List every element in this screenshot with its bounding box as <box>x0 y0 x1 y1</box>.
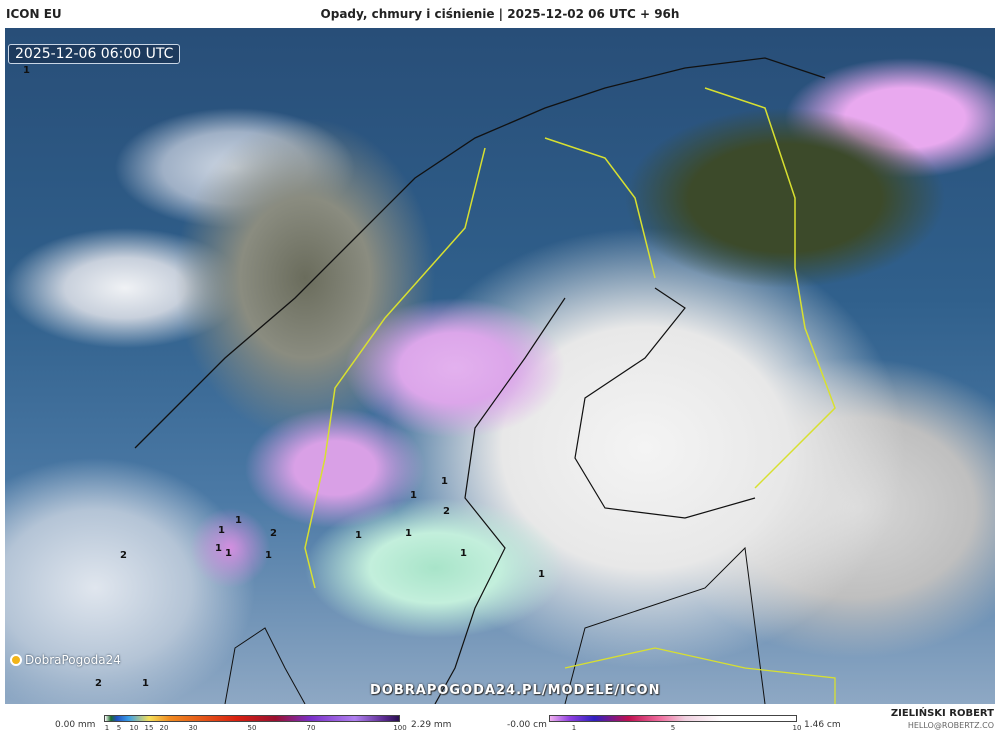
precip-tick: 20 <box>159 724 169 732</box>
pressure-label: 1 <box>23 65 30 76</box>
snow-color-scale <box>549 715 797 722</box>
map-title: Opady, chmury i ciśnienie | 2025-12-02 0… <box>320 7 680 21</box>
logo-text: DobraPogoda24 <box>25 653 121 667</box>
precip-tick: 70 <box>306 724 316 732</box>
author-email: HELLO@ROBERTZ.CO <box>907 721 994 730</box>
pressure-label: 1 <box>225 548 232 559</box>
pressure-label: 2 <box>270 528 277 539</box>
pressure-label: 1 <box>265 550 272 561</box>
author-name: ZIELIŃSKI ROBERT <box>890 708 994 719</box>
pressure-label: 1 <box>235 515 242 526</box>
pressure-label: 1 <box>215 543 222 554</box>
precip-tick: 5 <box>116 724 122 732</box>
snow-min-label: -0.00 cm <box>507 720 547 730</box>
precip-tick: 100 <box>393 724 407 732</box>
pressure-label: 1 <box>355 530 362 541</box>
pressure-label: 1 <box>142 678 149 689</box>
watermark: DOBRAPOGODA24.PL/MODELE/ICON <box>370 683 661 698</box>
pressure-label: 1 <box>410 490 417 501</box>
precip-tick: 15 <box>144 724 154 732</box>
precip-color-scale <box>104 715 400 722</box>
snow-tick: 10 <box>792 724 802 732</box>
weather-map[interactable]: 2025-12-06 06:00 UTC 1 1 2 1 1 1 2 1 1 1… <box>5 28 995 704</box>
sun-icon <box>10 654 22 666</box>
pressure-label: 2 <box>443 506 450 517</box>
borders-overlay <box>134 57 836 704</box>
pressure-label: 1 <box>405 528 412 539</box>
snow-max-label: 1.46 cm <box>804 720 841 730</box>
precip-min-label: 0.00 mm <box>55 720 96 730</box>
precip-tick: 10 <box>129 724 139 732</box>
pressure-label: 2 <box>120 550 127 561</box>
precip-tick: 50 <box>247 724 257 732</box>
snow-tick: 5 <box>670 724 676 732</box>
pressure-label: 1 <box>538 569 545 580</box>
logo: DobraPogoda24 <box>10 653 121 667</box>
valid-time-label: 2025-12-06 06:00 UTC <box>8 44 181 64</box>
pressure-label: 1 <box>441 476 448 487</box>
pressure-label: 1 <box>218 525 225 536</box>
precip-tick: 30 <box>188 724 198 732</box>
model-name: ICON EU <box>6 7 62 21</box>
pressure-label: 2 <box>95 678 102 689</box>
precip-tick: 1 <box>104 724 110 732</box>
snow-tick: 1 <box>571 724 577 732</box>
precip-max-label: 2.29 mm <box>411 720 452 730</box>
pressure-label: 1 <box>460 548 467 559</box>
